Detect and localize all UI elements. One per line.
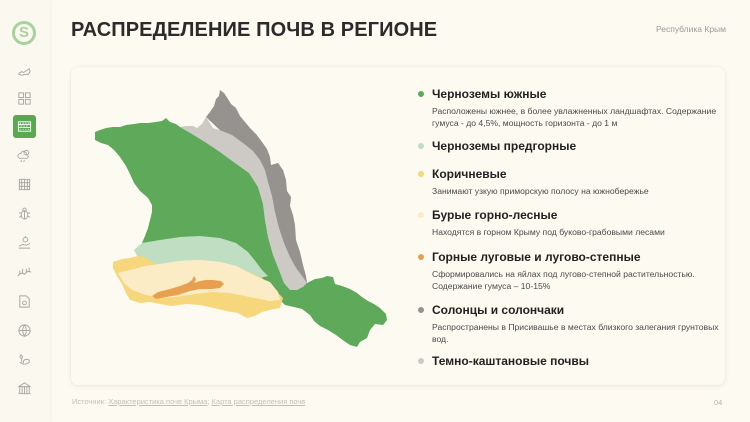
legend-title: Горные луговые и лугово-степные	[432, 250, 641, 264]
source-link-soil-map[interactable]: Карта распределения почв	[211, 397, 306, 406]
page-number: 04	[714, 398, 723, 407]
legend-description: Занимают узкую приморскую полосу на южно…	[432, 186, 649, 196]
nav-item-crops[interactable]	[13, 260, 36, 283]
nav-item-calendar[interactable]	[13, 173, 36, 196]
nav-item-weather[interactable]	[13, 144, 36, 167]
legend-dot-icon	[418, 358, 424, 364]
legend-dot-icon	[418, 91, 424, 97]
bug-pest-icon	[18, 207, 31, 220]
source-label: Источник:	[72, 397, 107, 406]
page-title: РАСПРЕДЕЛЕНИЕ ПОЧВ В РЕГИОНЕ	[71, 19, 438, 41]
nav-item-reports[interactable]	[13, 290, 36, 313]
legend-title: Темно-каштановые почвы	[432, 354, 590, 368]
nav-item-ecology[interactable]	[13, 348, 36, 371]
source-footer: Источник: Характеристика почв Крыма; Кар…	[72, 397, 305, 406]
nav-item-map[interactable]	[13, 61, 36, 84]
hand-plant-icon	[18, 235, 31, 249]
dashboard-grid-icon	[18, 92, 31, 105]
region-label: Республика Крым	[655, 24, 726, 34]
legend-dot-icon	[418, 143, 424, 149]
nav-item-globe[interactable]	[13, 319, 36, 342]
legend-dot-icon	[418, 171, 424, 177]
nav-item-pests[interactable]	[13, 202, 36, 225]
legend-title: Черноземы южные	[432, 87, 547, 101]
legend-description: Находятся в горном Крыму под буково-граб…	[432, 227, 665, 237]
legend-dot-icon	[418, 307, 424, 313]
source-link-soil-characteristics[interactable]: Характеристика почв Крыма	[108, 397, 208, 406]
legend-title: Коричневые	[432, 167, 507, 181]
nav-item-care[interactable]	[13, 231, 36, 254]
logo-icon[interactable]: S	[12, 21, 36, 45]
nav-item-dashboard[interactable]	[13, 87, 36, 110]
government-building-icon	[17, 382, 32, 395]
legend-dot-icon	[418, 254, 424, 260]
source-separator: ;	[207, 397, 210, 406]
weather-cloud-icon	[17, 149, 30, 163]
legend-description: Расположены южнее, в более увлажненных л…	[432, 106, 717, 128]
legend-title: Черноземы предгорные	[432, 139, 577, 153]
globe-icon	[18, 324, 31, 337]
calendar-grid-icon	[18, 178, 31, 191]
legend-title: Солонцы и солончаки	[432, 303, 565, 317]
legend-description: Распространены в Присивашье в местах бли…	[432, 322, 719, 344]
leaf-sprout-icon	[19, 354, 30, 365]
soil-layers-icon	[17, 121, 32, 132]
legend-description: Сформировались на яйлах под лугово-степн…	[432, 269, 695, 291]
sidebar: S	[0, 0, 50, 422]
crops-field-icon	[17, 267, 32, 277]
nav-item-government[interactable]	[13, 377, 36, 400]
map-region-icon	[18, 68, 31, 76]
legend-dot-icon	[418, 212, 424, 218]
legend-title: Бурые горно-лесные	[432, 208, 558, 222]
document-report-icon	[19, 295, 30, 308]
nav-item-soil[interactable]	[13, 115, 36, 138]
